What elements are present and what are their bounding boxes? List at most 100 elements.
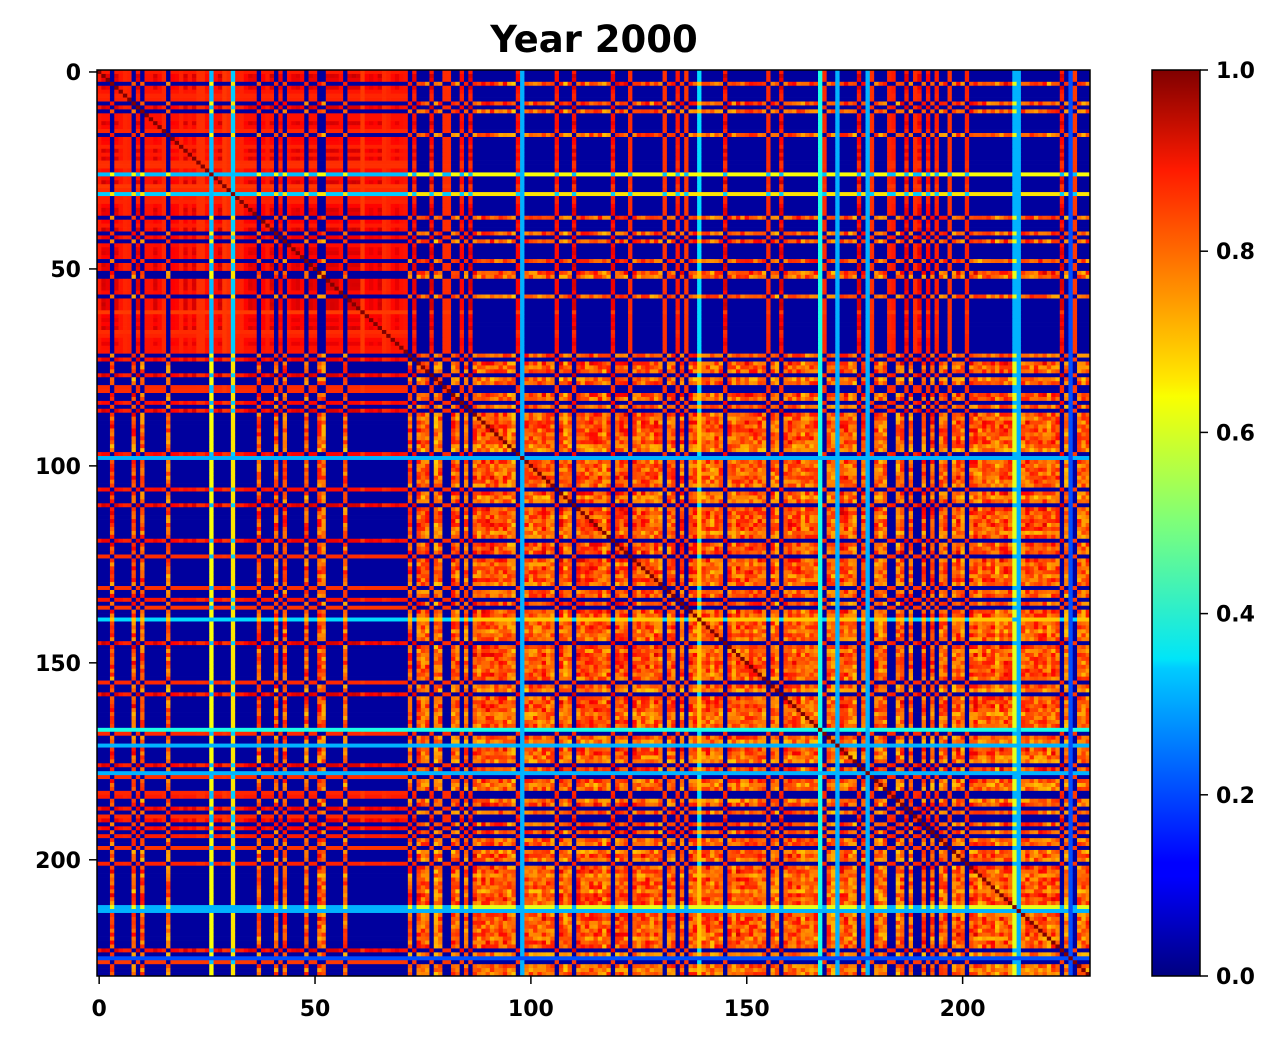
- heatmap-cell: [1077, 137, 1090, 141]
- heatmap-cell: [144, 168, 153, 172]
- heatmap-cell: [416, 105, 429, 109]
- heatmap-cell: [1064, 133, 1069, 137]
- heatmap-cell: [231, 86, 236, 90]
- heatmap-cell: [464, 133, 469, 137]
- heatmap-cell: [783, 125, 818, 129]
- heatmap-cell: [688, 109, 693, 113]
- heatmap-cell: [788, 133, 793, 137]
- heatmap-cell: [429, 145, 434, 149]
- heatmap-cell: [101, 105, 106, 109]
- heatmap-cell: [460, 129, 465, 133]
- heatmap-cell: [481, 102, 486, 106]
- heatmap-cell: [676, 196, 681, 200]
- heatmap-cell: [792, 109, 797, 113]
- heatmap-cell: [157, 105, 162, 109]
- heatmap-cell: [684, 180, 689, 184]
- heatmap-cell: [326, 86, 331, 90]
- heatmap-cell: [1021, 98, 1060, 102]
- heatmap-cell: [404, 168, 409, 172]
- heatmap-cell: [870, 165, 875, 169]
- heatmap-cell: [1012, 165, 1021, 169]
- heatmap-cell: [468, 82, 473, 86]
- heatmap-cell: [97, 82, 110, 86]
- heatmap-cell: [222, 200, 227, 204]
- heatmap-cell: [119, 137, 124, 141]
- heatmap-cell: [412, 168, 417, 172]
- heatmap-cell: [831, 133, 836, 137]
- heatmap-cell: [1064, 90, 1069, 94]
- heatmap-cell: [1060, 188, 1065, 192]
- heatmap-cell: [196, 153, 201, 157]
- heatmap-cell: [270, 86, 275, 90]
- heatmap-cell: [201, 117, 206, 121]
- heatmap-cell: [179, 117, 184, 121]
- heatmap-cell: [611, 200, 616, 204]
- heatmap-cell: [274, 180, 279, 184]
- heatmap-cell: [196, 188, 201, 192]
- heatmap-cell: [473, 105, 517, 109]
- heatmap-cell: [287, 125, 292, 129]
- heatmap-cell: [930, 192, 935, 196]
- heatmap-cell: [857, 192, 862, 196]
- heatmap-cell: [585, 82, 590, 86]
- heatmap-cell: [783, 109, 788, 113]
- heatmap-cell: [1068, 82, 1073, 86]
- heatmap-cell: [822, 204, 827, 208]
- heatmap-cell: [628, 196, 633, 200]
- heatmap-cell: [615, 98, 628, 102]
- heatmap-cell: [874, 157, 887, 161]
- heatmap-cell: [1012, 168, 1021, 172]
- heatmap-cell: [870, 98, 875, 102]
- heatmap-cell: [373, 149, 378, 153]
- heatmap-cell: [667, 204, 676, 208]
- heatmap-cell: [140, 180, 145, 184]
- heatmap-cell: [222, 184, 227, 188]
- heatmap-cell: [106, 105, 111, 109]
- heatmap-cell: [1017, 82, 1022, 86]
- heatmap-cell: [520, 105, 525, 109]
- heatmap-cell: [676, 180, 681, 184]
- heatmap-cell: [930, 200, 935, 204]
- heatmap-cell: [287, 196, 305, 200]
- heatmap-cell: [594, 133, 599, 137]
- heatmap-cell: [701, 184, 723, 188]
- heatmap-cell: [205, 125, 210, 129]
- heatmap-cell: [827, 153, 836, 157]
- heatmap-cell: [1068, 121, 1073, 125]
- heatmap-cell: [304, 94, 309, 98]
- heatmap-cell: [136, 184, 141, 188]
- heatmap-cell: [999, 82, 1004, 86]
- heatmap-cell: [818, 86, 823, 90]
- heatmap-cell: [386, 113, 391, 117]
- heatmap-cell: [408, 208, 413, 212]
- heatmap-cell: [1012, 192, 1021, 196]
- heatmap-cell: [969, 149, 1013, 153]
- heatmap-cell: [214, 117, 223, 121]
- heatmap-cell: [594, 102, 599, 106]
- heatmap-cell: [205, 90, 210, 94]
- heatmap-cell: [667, 153, 676, 157]
- heatmap-cell: [188, 113, 193, 117]
- heatmap-cell: [904, 109, 909, 113]
- heatmap-cell: [201, 94, 206, 98]
- heatmap-cell: [166, 137, 171, 141]
- heatmap-cell: [429, 192, 434, 196]
- heatmap-cell: [779, 90, 784, 94]
- heatmap-cell: [753, 109, 758, 113]
- heatmap-cell: [412, 129, 417, 133]
- heatmap-cell: [473, 90, 517, 94]
- heatmap-cell: [930, 74, 935, 78]
- heatmap-cell: [822, 165, 827, 169]
- heatmap-cell: [827, 102, 832, 106]
- heatmap-cell: [555, 121, 560, 125]
- heatmap-cell: [132, 82, 137, 86]
- heatmap-cell: [926, 98, 931, 102]
- heatmap-cell: [628, 82, 633, 86]
- heatmap-cell: [360, 117, 365, 121]
- heatmap-cell: [1077, 129, 1090, 133]
- heatmap-cell: [891, 145, 896, 149]
- heatmap-cell: [632, 204, 663, 208]
- heatmap-cell: [783, 98, 818, 102]
- heatmap-cell: [257, 82, 262, 86]
- heatmap-cell: [576, 86, 611, 90]
